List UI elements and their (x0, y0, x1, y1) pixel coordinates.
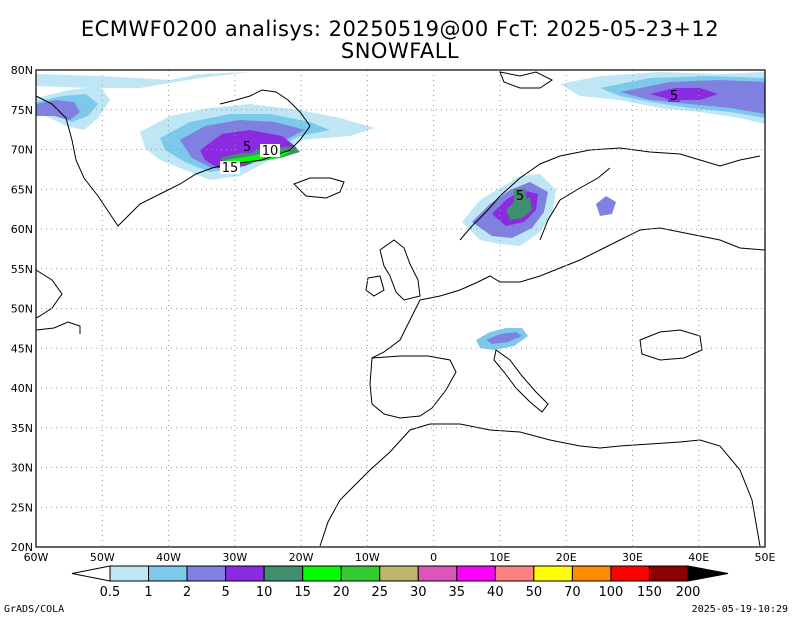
colorbar-swatch (610, 565, 650, 582)
coast-italy (493, 349, 549, 413)
chart-subtitle: SNOWFALL (340, 39, 460, 63)
colorbar-swatch (340, 565, 381, 582)
colorbar-high-arrow (687, 565, 729, 582)
lat-tick-label: 65N (11, 183, 33, 196)
chart-title: ECMWF0200 analisys: 20250519@00 FcT: 202… (80, 17, 720, 41)
contour-label-greenland-5: 5 (243, 140, 251, 155)
colorbar-tick-label: 30 (410, 585, 427, 600)
colorbar-tick-label: 25 (371, 585, 388, 600)
colorbar-swatch (302, 565, 342, 582)
colorbar-tick-label: 150 (637, 585, 662, 600)
colorbar-low-arrow (71, 565, 111, 582)
coastlines (35, 71, 766, 547)
contour-label-barents: 5 (670, 89, 678, 104)
colorbar-tick-label: 35 (449, 585, 466, 600)
colorbar-tick-labels: 0.5 1 2 5 10 15 20 25 30 35 40 50 70 100 150 200 (100, 585, 701, 600)
contour-label-norway: 5 (516, 189, 524, 204)
lon-tick-label: 20W (289, 551, 314, 564)
colorbar-swatch (456, 565, 496, 582)
lat-tick-label: 80N (11, 64, 33, 77)
colorbar-tick-label: 1 (144, 585, 152, 600)
colorbar-tick-label: 0.5 (100, 585, 121, 600)
colorbar-swatch (186, 565, 227, 582)
colorbar (71, 565, 729, 582)
colorbar-swatch (263, 565, 304, 582)
lat-tick-label: 75N (11, 104, 33, 117)
lat-tick-label: 70N (11, 144, 33, 157)
lat-tick-label: 45N (11, 342, 33, 355)
colorbar-tick-label: 5 (221, 585, 229, 600)
lat-tick-label: 35N (11, 422, 33, 435)
coast-iberia (369, 355, 457, 419)
lon-tick-label: 10E (489, 551, 510, 564)
colorbar-swatch (648, 565, 689, 582)
colorbar-tick-label: 70 (564, 585, 581, 600)
colorbar-swatch (533, 565, 573, 582)
coast-scandinavia (459, 147, 761, 241)
coast-iceland (293, 177, 345, 199)
lon-tick-label: 20E (556, 551, 577, 564)
colorbar-tick-label: 20 (333, 585, 350, 600)
footer-credit: GrADS/COLA (4, 604, 65, 615)
lat-tick-label: 20N (11, 541, 33, 554)
colorbar-tick-label: 2 (183, 585, 191, 600)
colorbar-swatch (225, 565, 265, 582)
coast-british-isles (365, 239, 421, 301)
coast-svalbard (499, 71, 553, 89)
contour-label-greenland-10: 10 (262, 144, 279, 159)
longitude-labels: 60W 50W 40W 30W 20W 10W 0 10E 20E 30E 40E 50E (24, 551, 776, 564)
contour-label-bg (241, 140, 253, 153)
colorbar-tick-label: 15 (294, 585, 311, 600)
colorbar-tick-label: 50 (526, 585, 543, 600)
colorbar-swatch (571, 565, 612, 582)
snow-area-north-band (36, 72, 250, 88)
lon-tick-label: 0 (430, 551, 437, 564)
lat-tick-label: 25N (11, 501, 33, 514)
colorbar-swatch (494, 565, 535, 582)
colorbar-swatch (379, 565, 419, 582)
coast-europe-mainland (371, 227, 766, 359)
lon-tick-label: 10W (355, 551, 380, 564)
coast-labrador (35, 269, 81, 334)
lat-tick-label: 50N (11, 303, 33, 316)
colorbar-swatch (148, 565, 188, 582)
coast-black-sea (639, 329, 703, 361)
contour-label-bg (514, 189, 526, 202)
colorbar-swatch (109, 565, 150, 582)
footer-timestamp: 2025-05-19-10:29 (691, 604, 788, 615)
lat-tick-label: 60N (11, 223, 33, 236)
snow-area-alps-core (486, 332, 522, 344)
lat-tick-label: 40N (11, 382, 33, 395)
snow-area-barents-5mm (650, 88, 718, 100)
coast-north-africa (319, 423, 761, 547)
lon-tick-label: 40W (156, 551, 181, 564)
lon-tick-label: 30W (222, 551, 247, 564)
colorbar-swatch (417, 565, 458, 582)
lat-tick-label: 55N (11, 263, 33, 276)
coast-greenland (35, 89, 311, 227)
contour-labels: 5 5 10 15 5 (220, 89, 680, 204)
contour-label-bg (220, 161, 240, 174)
colorbar-tick-label: 200 (676, 585, 701, 600)
colorbar-tick-label: 100 (599, 585, 624, 600)
lon-tick-label: 40E (688, 551, 709, 564)
contour-label-greenland-15: 15 (222, 161, 239, 176)
colorbar-tick-label: 40 (487, 585, 504, 600)
contour-label-bg (668, 89, 680, 102)
lon-tick-label: 50E (755, 551, 776, 564)
contour-label-bg (260, 144, 280, 157)
snow-area-sweden-north (596, 196, 616, 216)
lon-tick-label: 30E (622, 551, 643, 564)
lat-tick-label: 30N (11, 462, 33, 475)
lon-tick-label: 50W (90, 551, 115, 564)
snow-area-norway-10mm (506, 198, 532, 220)
colorbar-tick-label: 10 (256, 585, 273, 600)
latitude-labels: 80N 75N 70N 65N 60N 55N 50N 45N 40N 35N 30N 25N 20N (11, 64, 33, 554)
map-frame (35, 69, 766, 548)
lon-tick-label: 60W (24, 551, 49, 564)
